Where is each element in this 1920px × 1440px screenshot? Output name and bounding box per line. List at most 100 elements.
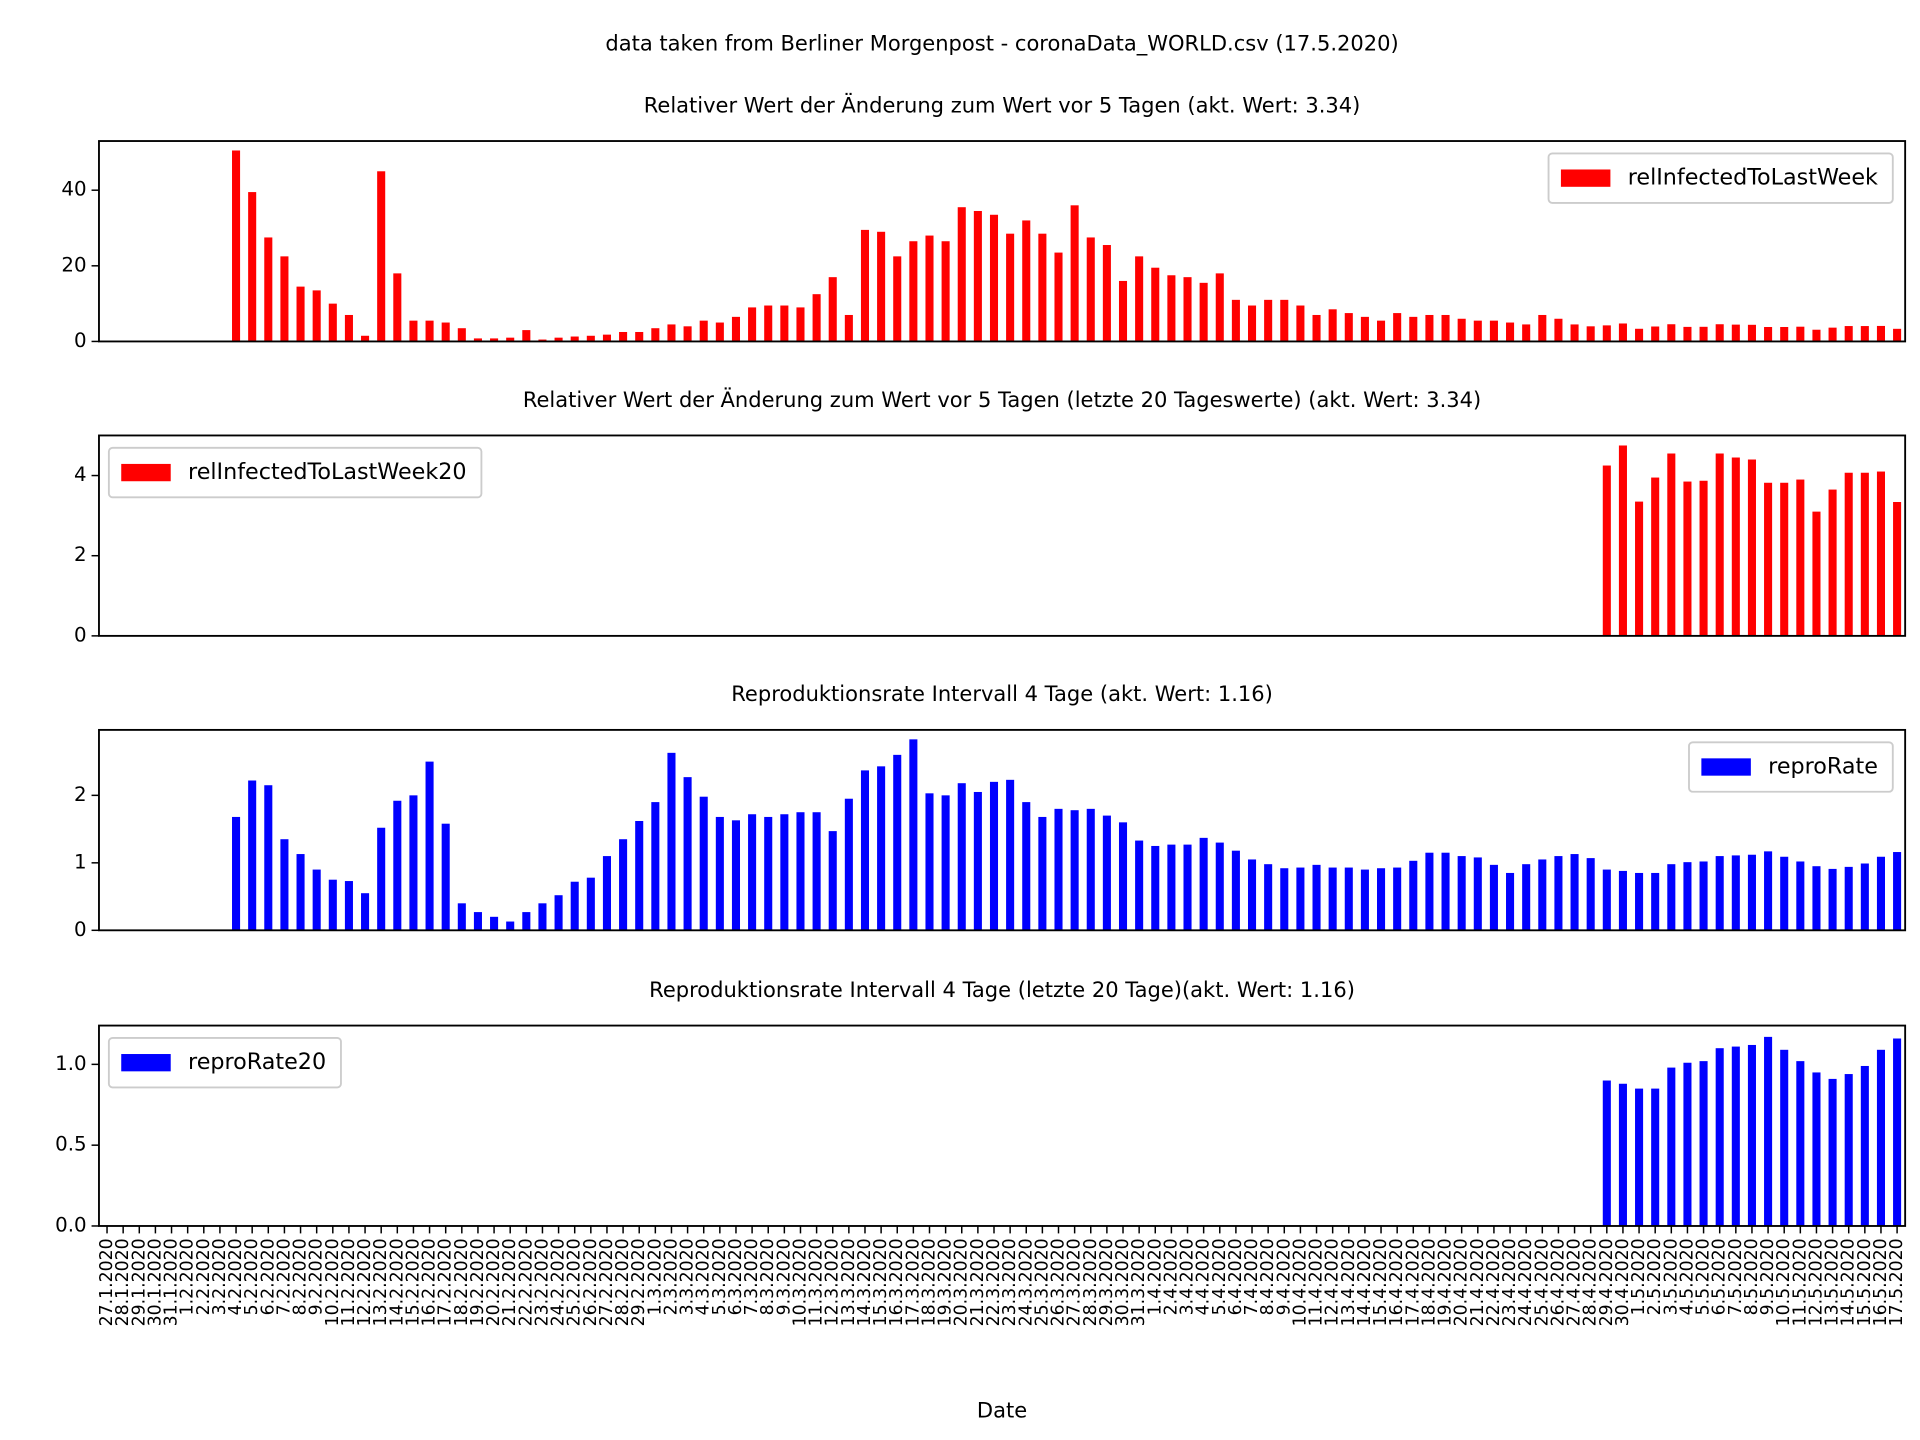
bar [1167, 275, 1176, 342]
bar [667, 324, 676, 342]
bar [1457, 856, 1466, 931]
x-tick-label: 2.3.2020 [661, 1238, 681, 1315]
bar [1812, 329, 1821, 342]
bar [1070, 810, 1079, 931]
x-tick-label: 13.2.2020 [371, 1238, 391, 1326]
x-tick-label: 15.2.2020 [403, 1238, 423, 1326]
x-tick-label: 1.5.2020 [1629, 1238, 1649, 1315]
subplot-title: Relativer Wert der Änderung zum Wert vor… [523, 387, 1481, 412]
x-tick-label: 21.3.2020 [968, 1238, 988, 1326]
bar [780, 305, 789, 342]
bar [1538, 859, 1547, 931]
bar [1296, 305, 1305, 342]
bar [1264, 864, 1273, 931]
bar [1151, 845, 1160, 931]
bar [1860, 472, 1869, 636]
x-tick-label: 18.3.2020 [919, 1238, 939, 1326]
x-tick-label: 13.5.2020 [1823, 1238, 1843, 1326]
legend-swatch [121, 463, 171, 482]
x-tick-label: 19.2.2020 [468, 1238, 488, 1326]
y-tick-label: 0 [74, 623, 87, 646]
y-tick-label: 40 [61, 178, 86, 201]
x-tick-label: 16.2.2020 [420, 1238, 440, 1326]
bar [506, 921, 515, 931]
bar [409, 795, 418, 931]
x-tick-label: 30.4.2020 [1613, 1238, 1633, 1326]
bar [1135, 256, 1144, 342]
legend-label: reproRate20 [188, 1049, 326, 1075]
legend-box [107, 446, 483, 499]
bar [1054, 808, 1063, 931]
bar [1780, 856, 1789, 931]
bar [683, 326, 692, 342]
bar [828, 831, 837, 931]
bar [586, 335, 595, 342]
x-tick-label: 18.2.2020 [452, 1238, 472, 1326]
bar [264, 785, 273, 931]
bar [844, 798, 853, 931]
x-tick-label: 1.2.2020 [178, 1238, 198, 1315]
bar [1457, 318, 1466, 342]
bar [812, 294, 821, 342]
x-tick-label: 12.5.2020 [1806, 1238, 1826, 1326]
bar [328, 879, 337, 931]
bar [1554, 318, 1563, 342]
bar [844, 314, 853, 342]
bar [1764, 326, 1773, 342]
x-tick-label: 8.2.2020 [291, 1238, 311, 1315]
x-tick-label: 21.4.2020 [1468, 1238, 1488, 1326]
bar [1038, 233, 1047, 342]
x-tick-label: 17.2.2020 [436, 1238, 456, 1326]
bar [1054, 252, 1063, 342]
subplot-title: Relativer Wert der Änderung zum Wert vor… [644, 92, 1361, 117]
x-tick-label: 27.3.2020 [1065, 1238, 1085, 1326]
bar [1796, 326, 1805, 342]
bar [1699, 326, 1708, 342]
bar [1602, 869, 1611, 931]
bar [1489, 864, 1498, 931]
bar [1844, 326, 1853, 342]
bar [1231, 850, 1240, 931]
bar [1151, 267, 1160, 342]
x-tick-label: 5.4.2020 [1210, 1238, 1230, 1315]
bar [619, 839, 628, 931]
bar [1796, 1061, 1805, 1226]
bar [651, 328, 660, 342]
bar [490, 338, 499, 342]
x-tick-label: 8.4.2020 [1258, 1238, 1278, 1315]
bar [715, 816, 724, 931]
figure-title: data taken from Berliner Morgenpost - co… [605, 31, 1398, 56]
bar [1764, 1036, 1773, 1226]
bar [1699, 480, 1708, 636]
bar [1102, 245, 1111, 342]
axes-frame [98, 140, 1907, 343]
bar [602, 856, 611, 931]
x-tick-label: 30.1.2020 [145, 1238, 165, 1326]
x-tick-label: 9.3.2020 [774, 1238, 794, 1315]
x-tick-label: 10.2.2020 [323, 1238, 343, 1326]
x-tick-label: 3.5.2020 [1661, 1238, 1681, 1315]
bar [1683, 326, 1692, 342]
bar [586, 877, 595, 931]
bar [1844, 1074, 1853, 1226]
y-tick-label: 0 [74, 329, 87, 352]
x-tick-label: 19.4.2020 [1436, 1238, 1456, 1326]
x-tick-label: 24.4.2020 [1516, 1238, 1536, 1326]
x-tick-label: 10.3.2020 [790, 1238, 810, 1326]
bar [812, 812, 821, 931]
bar [1425, 852, 1434, 931]
bar [1715, 856, 1724, 931]
bar [409, 320, 418, 342]
bar [1844, 866, 1853, 931]
bar [1409, 316, 1418, 342]
x-tick-label: 11.2.2020 [339, 1238, 359, 1326]
bar [796, 307, 805, 342]
bar [1473, 857, 1482, 931]
x-tick-label: 24.2.2020 [549, 1238, 569, 1326]
bar [1118, 280, 1128, 342]
bar [1747, 854, 1756, 931]
bar [1893, 328, 1902, 342]
x-tick-label: 8.5.2020 [1742, 1238, 1762, 1315]
bar [1215, 273, 1224, 342]
x-tick-label: 23.3.2020 [1000, 1238, 1020, 1326]
